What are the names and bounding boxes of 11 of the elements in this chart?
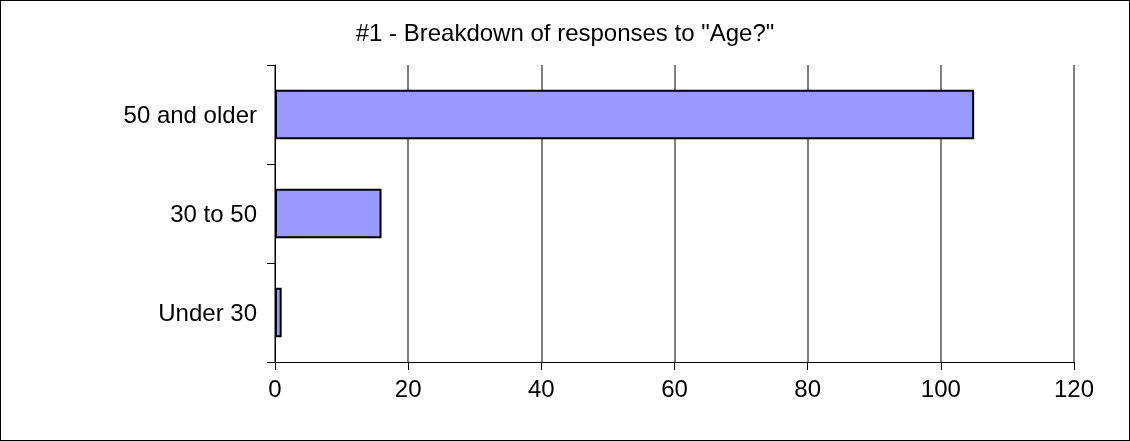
chart-title: #1 - Breakdown of responses to "Age?" — [355, 18, 775, 46]
x-tick-label: 20 — [394, 374, 422, 402]
x-tick-label: 60 — [661, 374, 688, 402]
x-tick-label: 100 — [920, 374, 961, 402]
y-tick-label: Under 30 — [158, 299, 257, 326]
y-tick-label: 50 and older — [123, 101, 257, 128]
x-tick-label: 40 — [527, 374, 555, 402]
x-tick-label: 80 — [794, 374, 822, 402]
y-tick-label: 30 to 50 — [170, 200, 257, 227]
x-tick-label: 0 — [268, 374, 282, 402]
x-tick-label: 120 — [1053, 374, 1095, 402]
